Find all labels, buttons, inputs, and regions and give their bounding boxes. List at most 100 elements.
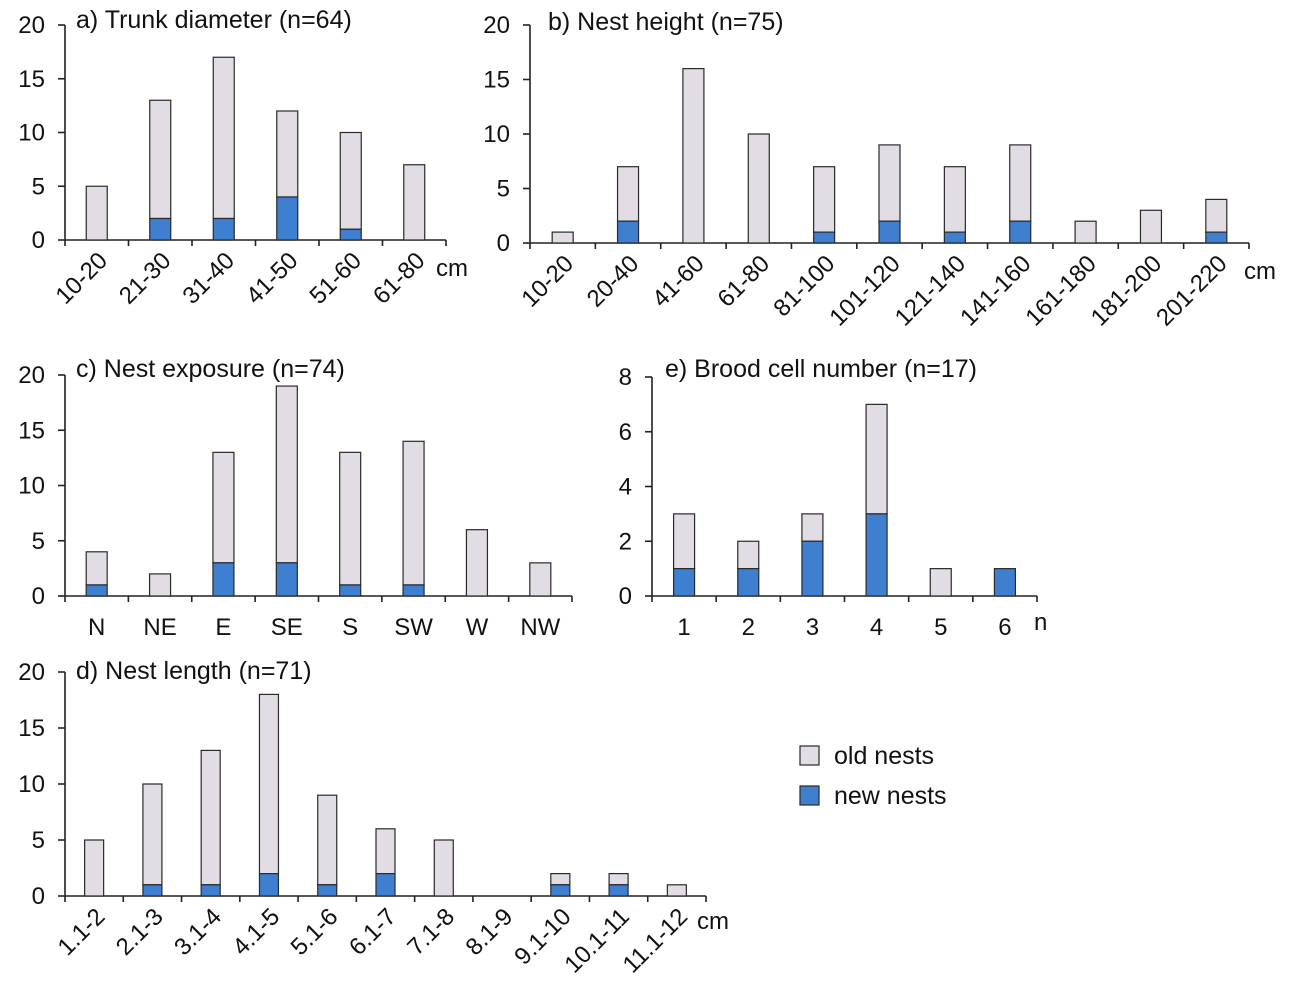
bar-new-b-4 <box>813 231 836 244</box>
panel-c: c) Nest exposure (n=74) 0 5 10 15 20 N NE E SE S SW… <box>18 355 573 641</box>
x-category-label: 20-40 <box>582 250 645 313</box>
y-tick-label: 6 <box>619 419 632 446</box>
x-category-label: 101-120 <box>824 250 905 331</box>
y-tick-label: 15 <box>483 67 510 94</box>
bar-old-d-1 <box>142 783 163 886</box>
bar-old-d-10 <box>666 884 687 897</box>
bar-old-a-0 <box>85 185 108 241</box>
bar-new-b-10 <box>1205 231 1228 244</box>
panel-d: d) Nest length (n=71) 0 5 10 15 20 1.1-2 2.1-3 3… <box>18 657 729 979</box>
x-category-label: W <box>466 614 489 641</box>
bar-new-c-0 <box>85 584 108 597</box>
bar-old-b-2 <box>682 67 705 244</box>
bar-new-c-4 <box>339 584 362 597</box>
bar-old-b-0 <box>551 231 574 244</box>
x-category-label: 10-20 <box>50 247 113 310</box>
x-category-label: 6.1-7 <box>344 903 402 961</box>
panel-title-b: b) Nest height (n=75) <box>548 8 784 36</box>
bar-new-c-3 <box>275 562 298 597</box>
legend: old nests new nests <box>799 742 947 810</box>
bar-new-d-3 <box>258 872 280 897</box>
bar-new-c-5 <box>402 584 425 597</box>
x-category-label: 4 <box>870 614 883 641</box>
y-tick-label: 8 <box>619 364 632 391</box>
bar-old-a-3 <box>276 110 299 198</box>
x-category-label: 4.1-5 <box>227 903 285 961</box>
bar-new-d-5 <box>375 872 396 897</box>
bar-new-c-2 <box>212 562 235 597</box>
bar-old-b-1 <box>616 166 640 222</box>
bar-old-d-8 <box>550 872 571 886</box>
bar-new-d-8 <box>550 884 571 897</box>
x-category-label: 201-220 <box>1151 250 1232 331</box>
bar-new-e-0 <box>672 568 696 597</box>
x-category-label: 7.1-8 <box>402 903 460 961</box>
x-category-label: 3.1-4 <box>169 903 227 961</box>
panel-title-e: e) Brood cell number (n=17) <box>665 355 977 383</box>
bar-new-a-2 <box>212 217 235 241</box>
bar-new-a-1 <box>149 217 172 241</box>
panel-b: b) Nest height (n=75) 0 5 10 15 20 10-20 20-40 4… <box>483 8 1276 332</box>
y-tick-label: 10 <box>18 473 45 500</box>
bar-old-b-4 <box>813 166 836 233</box>
x-category-label: 11.1-12 <box>618 903 693 978</box>
y-tick-label: 0 <box>497 230 510 257</box>
bar-old-e-0 <box>672 513 696 570</box>
y-tick-label: 15 <box>18 715 45 742</box>
bar-old-c-5 <box>402 440 425 586</box>
x-category-label: 141-160 <box>955 250 1036 331</box>
x-category-label: 1.1-2 <box>53 903 111 961</box>
x-category-label: S <box>342 614 358 641</box>
x-category-label: 1 <box>677 614 690 641</box>
bar-old-c-3 <box>275 385 298 564</box>
x-category-label: E <box>215 614 231 641</box>
bar-old-c-0 <box>85 551 108 586</box>
bar-old-d-6 <box>433 839 454 897</box>
bar-old-b-6 <box>943 166 966 233</box>
y-tick-label: 0 <box>32 883 45 910</box>
x-category-label: SE <box>271 614 303 641</box>
panel-title-c: c) Nest exposure (n=74) <box>76 355 345 383</box>
bar-old-b-7 <box>1009 144 1032 222</box>
unit-label-e: n <box>1034 609 1047 636</box>
bar-new-d-2 <box>200 884 221 897</box>
legend-swatch-old <box>799 745 820 766</box>
bar-old-e-2 <box>801 513 824 542</box>
x-category-label: 181-200 <box>1086 250 1167 331</box>
bar-old-e-1 <box>737 540 760 570</box>
x-category-label: 61-80 <box>368 247 431 310</box>
bar-new-a-3 <box>276 196 299 241</box>
bar-old-b-8 <box>1074 220 1097 244</box>
x-category-label: NE <box>143 614 176 641</box>
bar-old-d-2 <box>200 749 221 886</box>
unit-label-b: cm <box>1244 258 1276 285</box>
x-category-label: 5.1-6 <box>286 903 344 961</box>
panel-title-a: a) Trunk diameter (n=64) <box>76 6 352 34</box>
x-category-label: 21-30 <box>114 247 177 310</box>
x-category-label: NW <box>520 614 560 641</box>
panel-a: a) Trunk diameter (n=64) 0 5 10 15 20 10-20 21-… <box>18 6 468 310</box>
bar-old-d-5 <box>375 828 396 875</box>
x-category-label: 51-60 <box>304 247 367 310</box>
y-tick-label: 5 <box>32 173 45 200</box>
x-category-label: SW <box>394 614 433 641</box>
y-tick-label: 5 <box>497 176 510 203</box>
bar-new-b-1 <box>616 220 640 244</box>
bar-old-b-10 <box>1205 198 1228 233</box>
y-tick-label: 20 <box>18 659 45 686</box>
bar-old-b-9 <box>1139 209 1163 244</box>
bar-old-b-5 <box>878 144 901 222</box>
legend-label-new: new nests <box>834 782 947 810</box>
x-category-label: 2.1-3 <box>111 903 169 961</box>
x-category-label: 10-20 <box>516 250 579 313</box>
bar-old-d-4 <box>317 794 338 886</box>
x-category-label: 41-50 <box>241 247 304 310</box>
x-category-label: 5 <box>934 614 947 641</box>
bar-new-d-1 <box>142 884 163 897</box>
bar-old-e-3 <box>865 403 888 515</box>
y-tick-label: 15 <box>18 66 45 93</box>
y-tick-label: 2 <box>619 528 632 555</box>
y-tick-label: 10 <box>483 121 510 148</box>
